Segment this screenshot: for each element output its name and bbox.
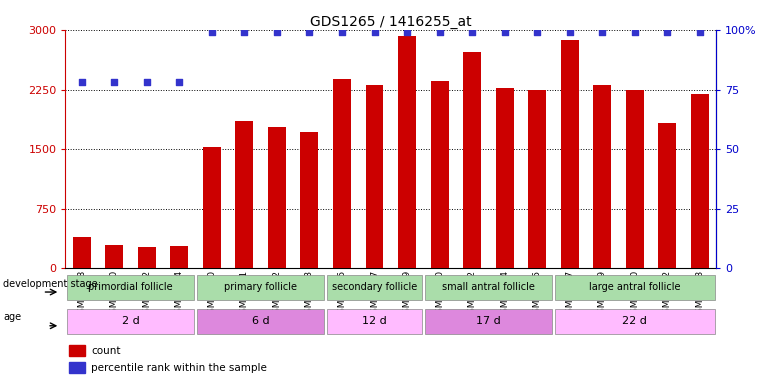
Point xyxy=(694,29,706,35)
Bar xyxy=(327,275,422,300)
Bar xyxy=(424,309,552,334)
Bar xyxy=(464,52,481,268)
Bar xyxy=(691,93,708,268)
Bar xyxy=(561,40,578,268)
Point xyxy=(238,29,250,35)
Bar xyxy=(554,275,715,300)
Bar xyxy=(528,90,546,268)
Bar xyxy=(366,85,383,268)
Bar xyxy=(138,247,156,268)
Text: large antral follicle: large antral follicle xyxy=(589,282,681,292)
Bar xyxy=(300,132,318,268)
Point xyxy=(531,29,544,35)
Text: primordial follicle: primordial follicle xyxy=(89,282,172,292)
Text: age: age xyxy=(3,312,22,322)
Point xyxy=(564,29,576,35)
Point xyxy=(75,80,88,86)
Point xyxy=(368,29,380,35)
Point xyxy=(498,29,511,35)
Bar xyxy=(67,275,194,300)
Bar xyxy=(67,309,194,334)
Bar xyxy=(203,147,221,268)
Point xyxy=(108,80,120,86)
Text: development stage: development stage xyxy=(3,279,98,289)
Bar xyxy=(554,309,715,334)
Point xyxy=(596,29,608,35)
Text: 6 d: 6 d xyxy=(252,316,270,326)
Bar xyxy=(197,275,324,300)
Title: GDS1265 / 1416255_at: GDS1265 / 1416255_at xyxy=(310,15,471,29)
Text: primary follicle: primary follicle xyxy=(224,282,297,292)
Bar xyxy=(105,245,123,268)
Point xyxy=(401,29,413,35)
Bar xyxy=(424,275,552,300)
Bar xyxy=(69,345,85,356)
Point xyxy=(141,80,153,86)
Point xyxy=(303,29,316,35)
Point xyxy=(628,29,641,35)
Point xyxy=(336,29,348,35)
Point xyxy=(271,29,283,35)
Bar xyxy=(197,309,324,334)
Text: 22 d: 22 d xyxy=(622,316,648,326)
Text: 17 d: 17 d xyxy=(476,316,501,326)
Bar xyxy=(333,79,351,268)
Point xyxy=(173,80,186,86)
Text: count: count xyxy=(92,346,121,356)
Point xyxy=(466,29,478,35)
Text: percentile rank within the sample: percentile rank within the sample xyxy=(92,363,267,373)
Text: 2 d: 2 d xyxy=(122,316,139,326)
Bar xyxy=(268,127,286,268)
Bar xyxy=(594,85,611,268)
Point xyxy=(206,29,218,35)
Bar xyxy=(69,362,85,374)
Bar xyxy=(170,246,188,268)
Bar xyxy=(658,123,676,268)
Bar xyxy=(398,36,416,268)
Point xyxy=(434,29,446,35)
Bar xyxy=(327,309,422,334)
Text: small antral follicle: small antral follicle xyxy=(442,282,535,292)
Text: secondary follicle: secondary follicle xyxy=(332,282,417,292)
Point xyxy=(661,29,674,35)
Bar xyxy=(626,90,644,268)
Text: 12 d: 12 d xyxy=(362,316,387,326)
Bar xyxy=(496,88,514,268)
Bar xyxy=(430,81,448,268)
Bar xyxy=(236,121,253,268)
Bar xyxy=(73,237,91,268)
